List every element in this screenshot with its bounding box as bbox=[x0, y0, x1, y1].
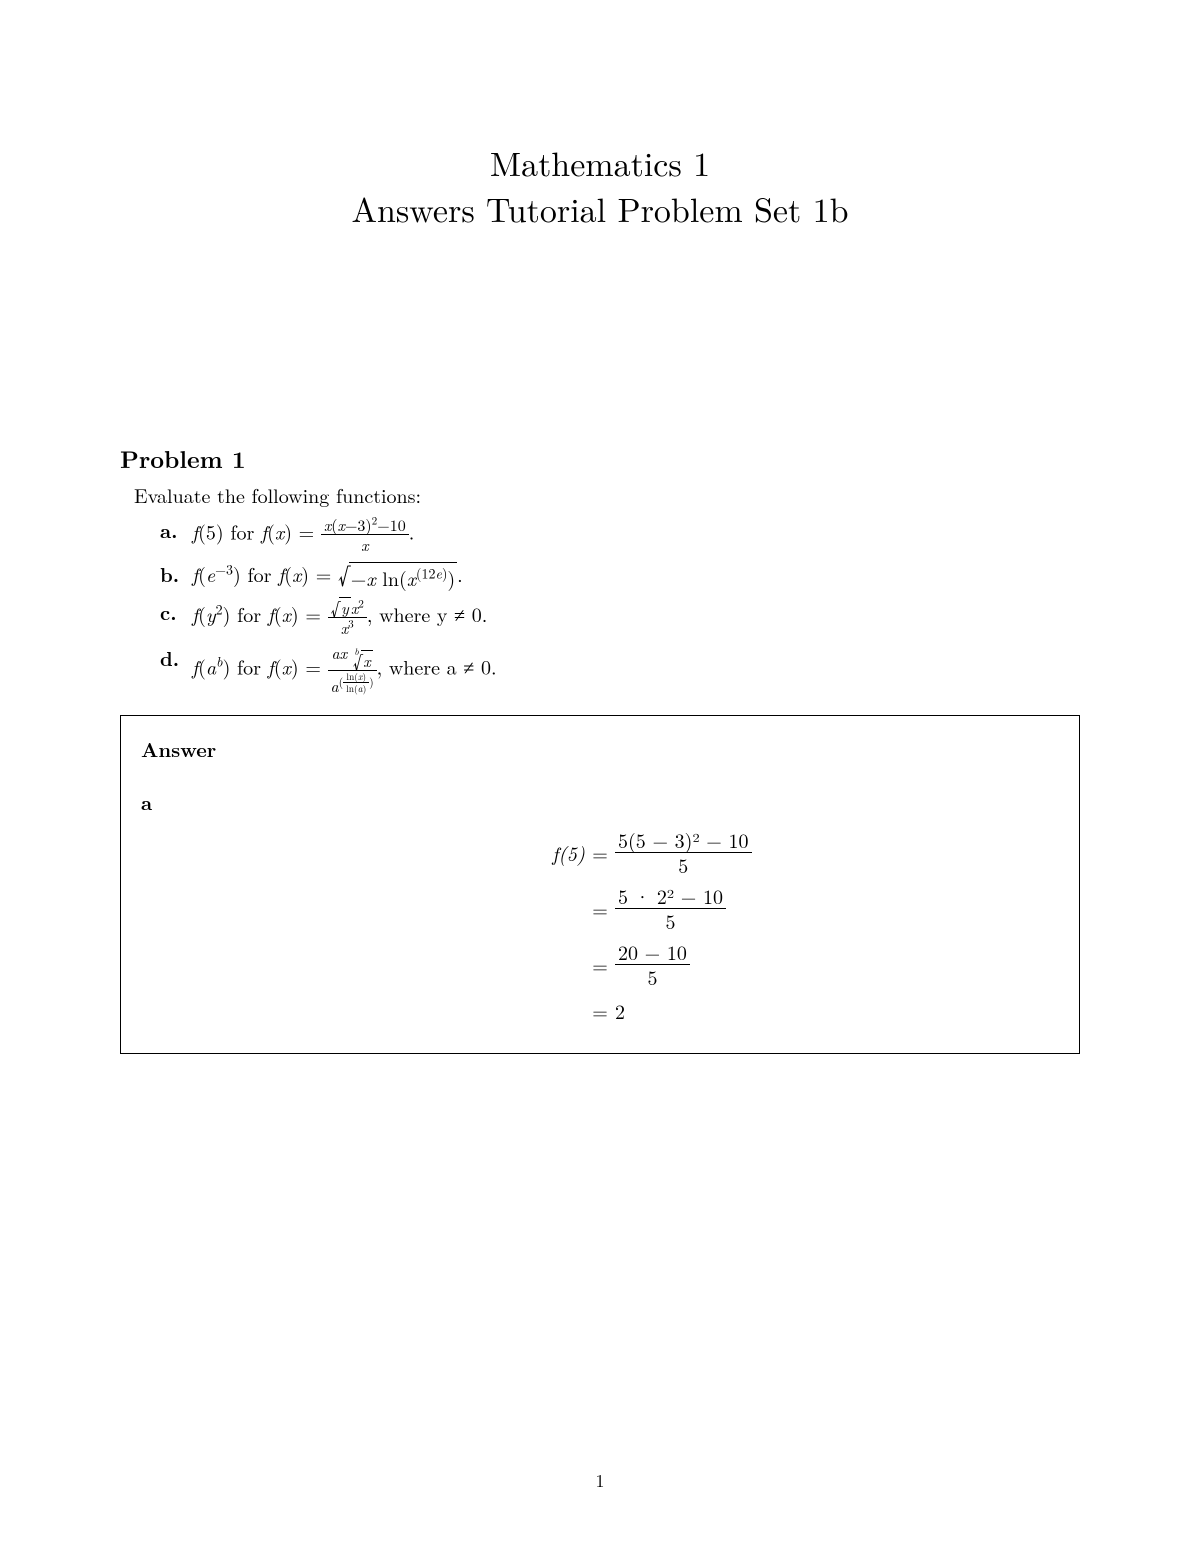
page: Mathematics 1 Answers Tutorial Problem S… bbox=[0, 0, 1200, 1553]
document-title: Mathematics 1 Answers Tutorial Problem S… bbox=[120, 140, 1080, 232]
answer-heading: Answer bbox=[141, 734, 1059, 763]
answer-sub-a: a bbox=[141, 787, 1059, 816]
problem-1-parts: a. f(5) for f(x) = x(x−3)2−10x. b. f(e−3… bbox=[160, 515, 1080, 697]
answer-box: Answer a f(5) = 5(5 − 3)² − 105 = 5 · 2²… bbox=[120, 715, 1080, 1054]
title-line-2: Answers Tutorial Problem Set 1b bbox=[120, 186, 1080, 232]
part-a-text: f(5) for f(x) = x(x−3)2−10x. bbox=[192, 515, 414, 555]
part-a-label: a. bbox=[160, 515, 182, 545]
part-d-label: d. bbox=[160, 643, 182, 673]
part-a: a. f(5) for f(x) = x(x−3)2−10x. bbox=[160, 515, 1080, 555]
page-number: 1 bbox=[0, 1468, 1200, 1493]
eq-step-3: 20 − 105 bbox=[615, 940, 860, 990]
part-b-label: b. bbox=[160, 559, 182, 589]
part-d: d. f(ab) for f(x) = ax b√x a(ln(x)ln(a))… bbox=[160, 643, 1080, 697]
part-d-text: f(ab) for f(x) = ax b√x a(ln(x)ln(a)) , … bbox=[192, 643, 497, 697]
problem-1-intro: Evaluate the following functions: bbox=[134, 480, 1080, 509]
eq-lhs: f(5) bbox=[340, 838, 585, 867]
problem-1-heading: Problem 1 bbox=[120, 442, 1080, 476]
answer-a-derivation: f(5) = 5(5 − 3)² − 105 = 5 · 2² − 105 = … bbox=[340, 828, 860, 1025]
eq-step-2: 5 · 2² − 105 bbox=[615, 884, 860, 934]
part-c-label: c. bbox=[160, 597, 182, 627]
eq-step-1: 5(5 − 3)² − 105 bbox=[615, 828, 860, 878]
part-b-text: f(e−3) for f(x) = √−x ln(x(12e)). bbox=[192, 559, 463, 593]
part-b: b. f(e−3) for f(x) = √−x ln(x(12e)). bbox=[160, 559, 1080, 593]
part-c: c. f(y2) for f(x) = √yx2 x3 , where y ≠ … bbox=[160, 597, 1080, 638]
part-c-text: f(y2) for f(x) = √yx2 x3 , where y ≠ 0. bbox=[192, 597, 487, 638]
eq-step-4: 2 bbox=[615, 996, 860, 1025]
title-line-1: Mathematics 1 bbox=[120, 140, 1080, 186]
